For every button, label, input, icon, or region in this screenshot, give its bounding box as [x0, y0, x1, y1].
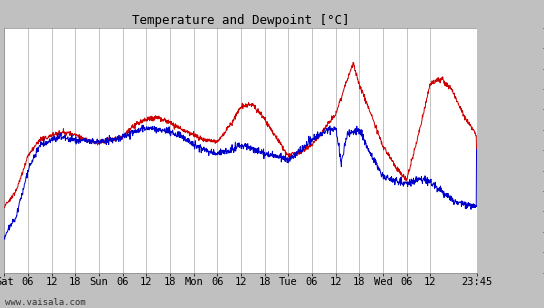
Text: www.vaisala.com: www.vaisala.com	[5, 298, 86, 307]
Title: Temperature and Dewpoint [°C]: Temperature and Dewpoint [°C]	[132, 14, 349, 26]
